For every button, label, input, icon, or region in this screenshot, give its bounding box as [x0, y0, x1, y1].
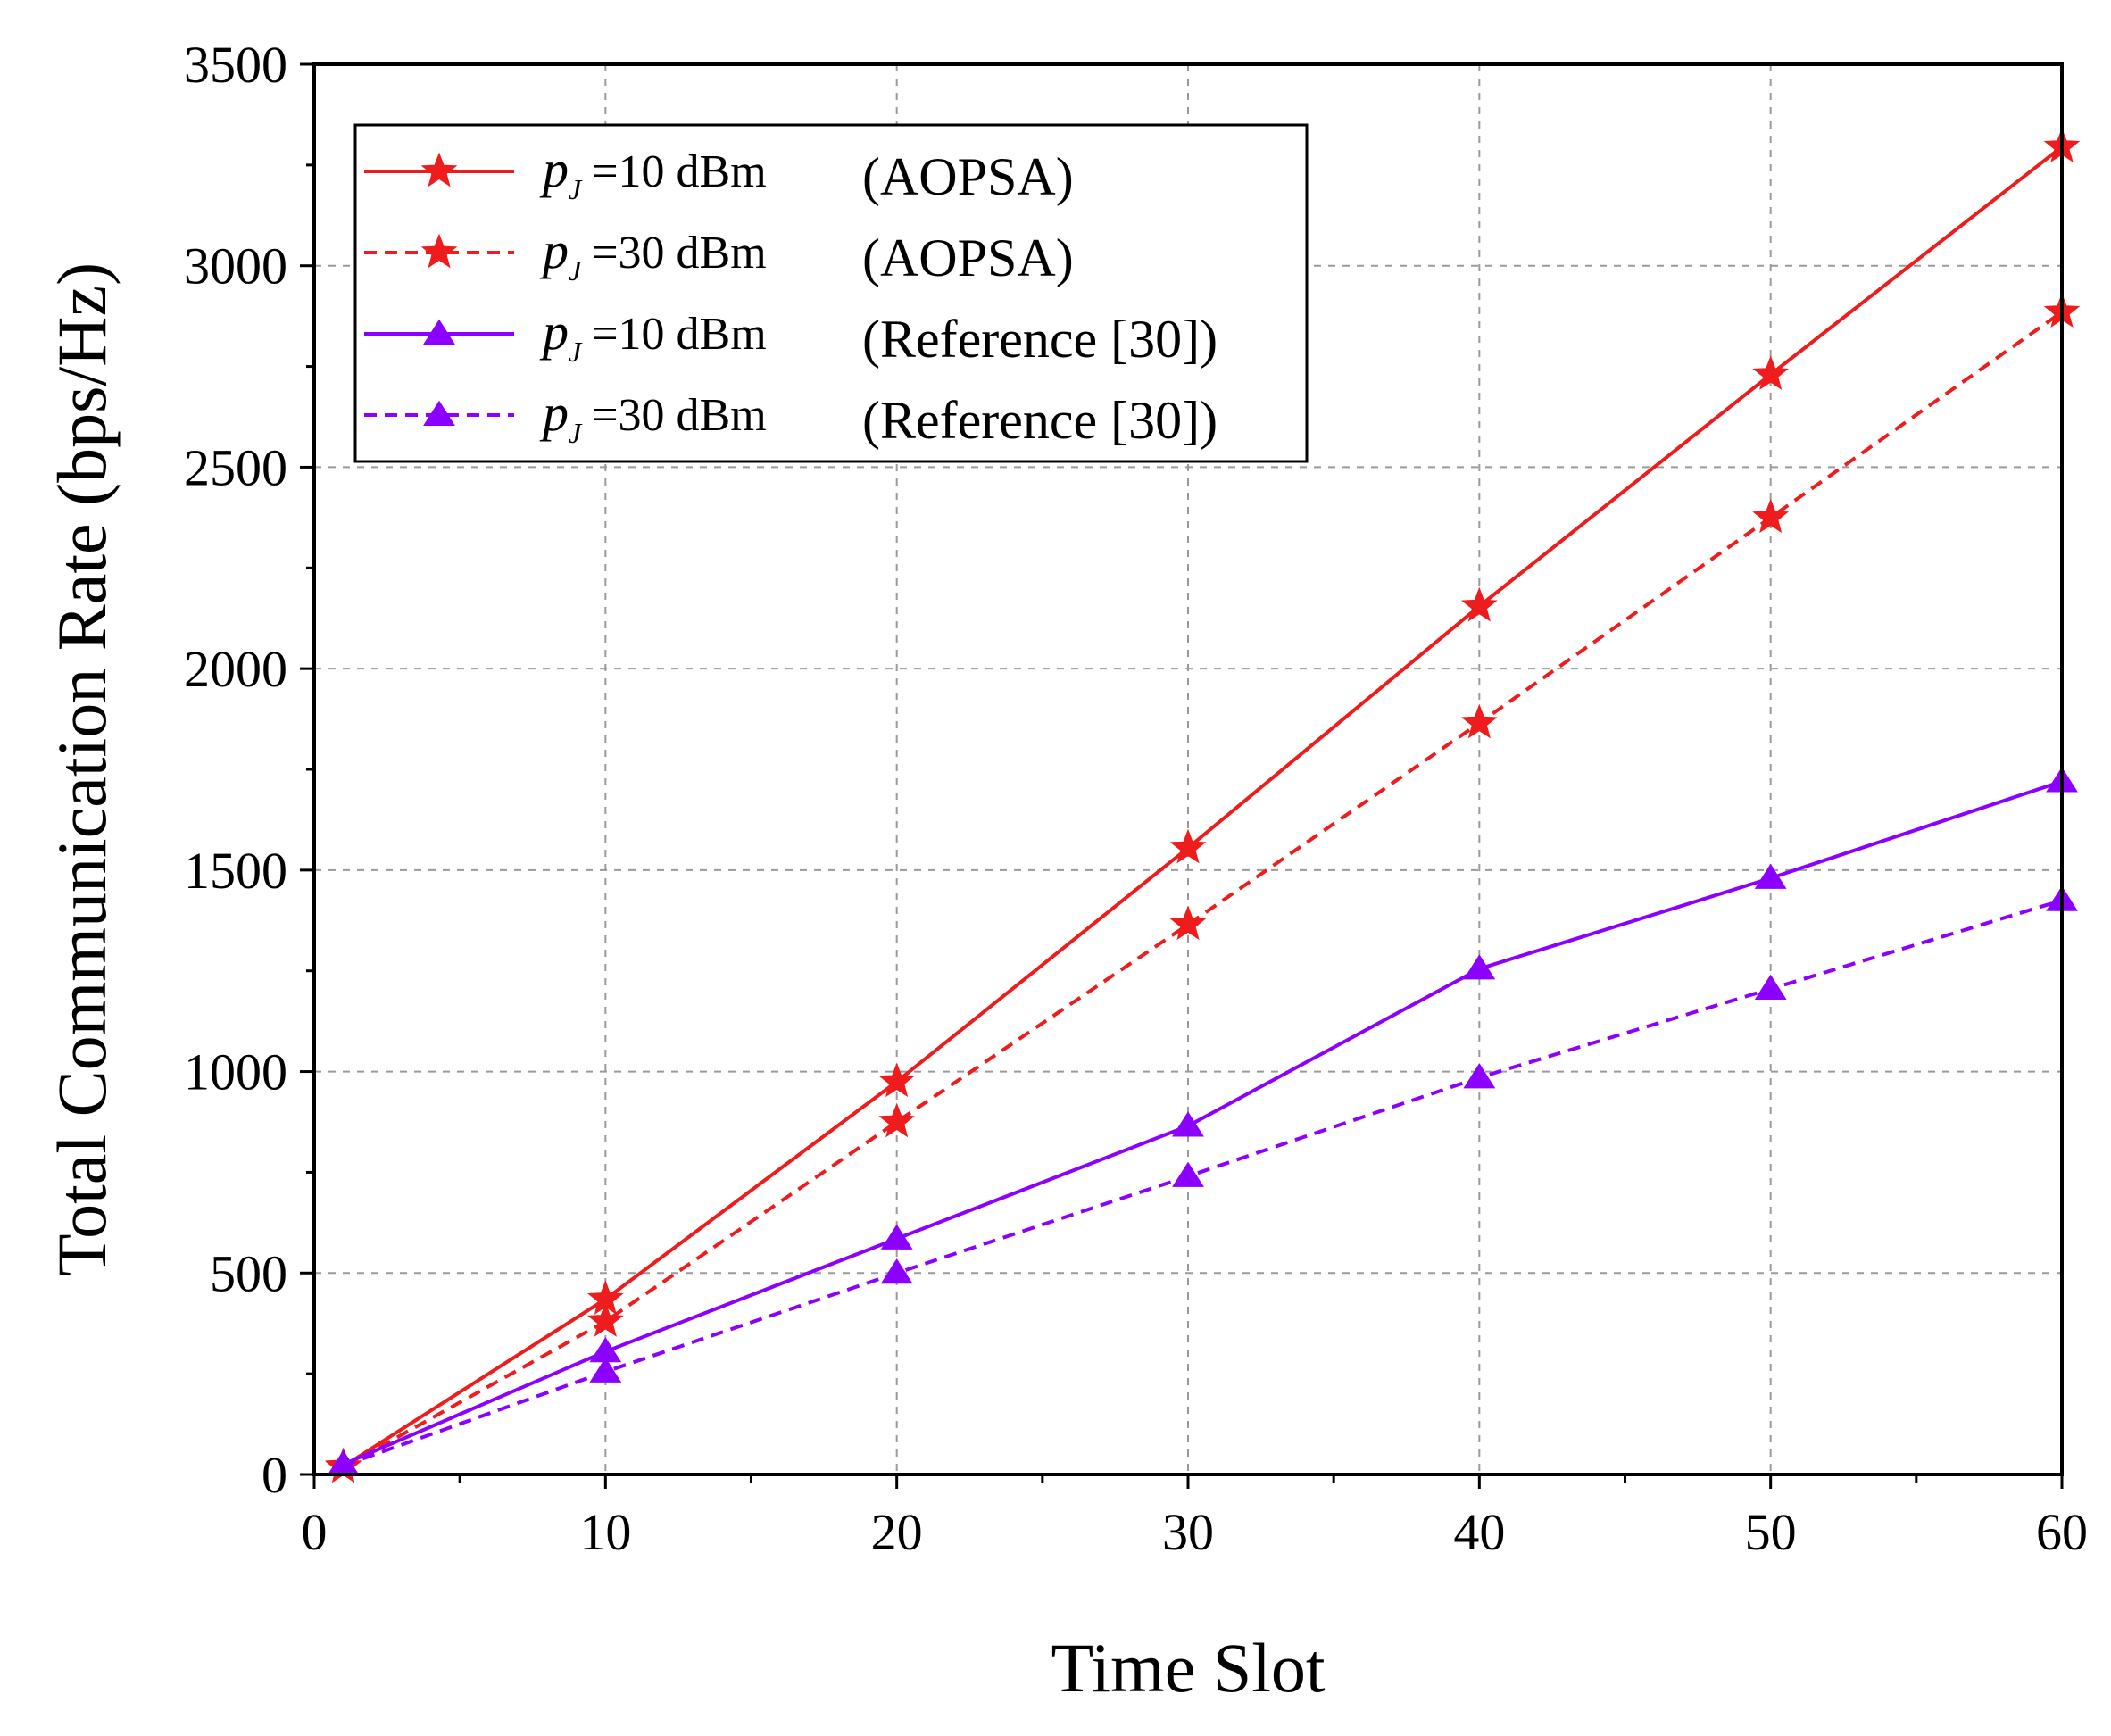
- x-tick-label: 60: [2036, 1503, 2088, 1561]
- triangle-marker: [1754, 863, 1787, 889]
- legend-label: pJ =30 dBm: [539, 221, 767, 287]
- y-tick-label: 3500: [184, 36, 287, 94]
- x-tick-label: 40: [1453, 1503, 1505, 1561]
- ticks: 0 10 20 30 40 50 60 0 500 1000 1500 2000 2500 3000 350…: [184, 36, 2088, 1561]
- legend-variable: p: [539, 303, 569, 361]
- star-marker: [1752, 355, 1790, 390]
- legend-method: (Reference [30]): [862, 391, 1218, 450]
- x-tick-label: 0: [302, 1503, 328, 1561]
- triangle-marker: [1754, 974, 1787, 1000]
- legend-method: (AOPSA): [862, 147, 1074, 206]
- legend-subscript: J: [569, 417, 583, 449]
- series-3: [327, 767, 2078, 1475]
- star-marker: [586, 1302, 624, 1337]
- legend-value: =10 dBm: [592, 146, 766, 197]
- series-4: [327, 885, 2078, 1477]
- legend-method: (AOPSA): [862, 228, 1074, 287]
- legend-variable: p: [539, 140, 569, 198]
- triangle-marker: [880, 1258, 913, 1284]
- legend-subscript: J: [569, 336, 583, 368]
- triangle-marker: [589, 1357, 622, 1383]
- triangle-marker: [880, 1224, 913, 1250]
- star-marker: [1460, 586, 1498, 622]
- legend-label: pJ =30 dBm: [539, 384, 767, 449]
- star-marker: [1460, 703, 1498, 739]
- series-layer: [325, 128, 2081, 1483]
- y-axis-title: Total Communication Rate (bps/Hz): [43, 262, 121, 1276]
- y-tick-label: 3000: [184, 237, 287, 295]
- legend-subscript: J: [569, 173, 583, 205]
- legend-value: =10 dBm: [592, 309, 766, 360]
- y-tick-label: 500: [210, 1244, 287, 1302]
- legend-label: pJ =10 dBm: [539, 303, 767, 368]
- star-marker: [1169, 905, 1207, 941]
- legend: pJ =10 dBm (AOPSA)pJ =30 dBm (AOPSA)pJ =10 dB…: [353, 123, 1309, 463]
- series-2: [325, 293, 2081, 1483]
- legend-method: (Reference [30]): [862, 310, 1218, 369]
- x-tick-label: 20: [871, 1503, 923, 1561]
- legend-value: =30 dBm: [592, 390, 766, 441]
- legend-item: pJ =10 dBm (AOPSA): [364, 140, 1074, 206]
- star-marker: [1169, 828, 1207, 864]
- legend-subscript: J: [569, 254, 583, 287]
- legend-box: [353, 123, 1309, 463]
- y-tick-label: 0: [262, 1446, 287, 1504]
- legend-item: pJ =30 dBm (Reference [30]): [364, 384, 1218, 450]
- y-tick-label: 1500: [184, 842, 287, 900]
- legend-star-icon: [420, 233, 458, 269]
- y-tick-label: 2000: [184, 640, 287, 698]
- legend-triangle-icon: [423, 400, 455, 426]
- legend-variable: p: [539, 384, 569, 442]
- star-marker: [878, 1102, 916, 1138]
- triangle-marker: [1172, 1161, 1204, 1187]
- x-tick-label: 50: [1745, 1503, 1797, 1561]
- x-tick-label: 30: [1162, 1503, 1214, 1561]
- triangle-marker: [1463, 954, 1496, 980]
- triangle-marker: [1172, 1111, 1204, 1137]
- legend-item: pJ =30 dBm (AOPSA): [364, 221, 1074, 287]
- legend-label: pJ =10 dBm: [539, 140, 767, 205]
- y-tick-label: 2500: [184, 438, 287, 496]
- star-marker: [1752, 498, 1790, 534]
- y-tick-label: 1000: [184, 1043, 287, 1101]
- legend-value: =30 dBm: [592, 228, 766, 278]
- triangle-marker: [1463, 1063, 1496, 1089]
- x-axis-title: Time Slot: [1051, 1629, 1325, 1707]
- x-tick-label: 10: [579, 1503, 631, 1561]
- legend-variable: p: [539, 221, 569, 279]
- legend-triangle-icon: [423, 319, 455, 345]
- star-marker: [878, 1062, 916, 1098]
- legend-star-icon: [420, 152, 458, 187]
- legend-item: pJ =10 dBm (Reference [30]): [364, 303, 1218, 369]
